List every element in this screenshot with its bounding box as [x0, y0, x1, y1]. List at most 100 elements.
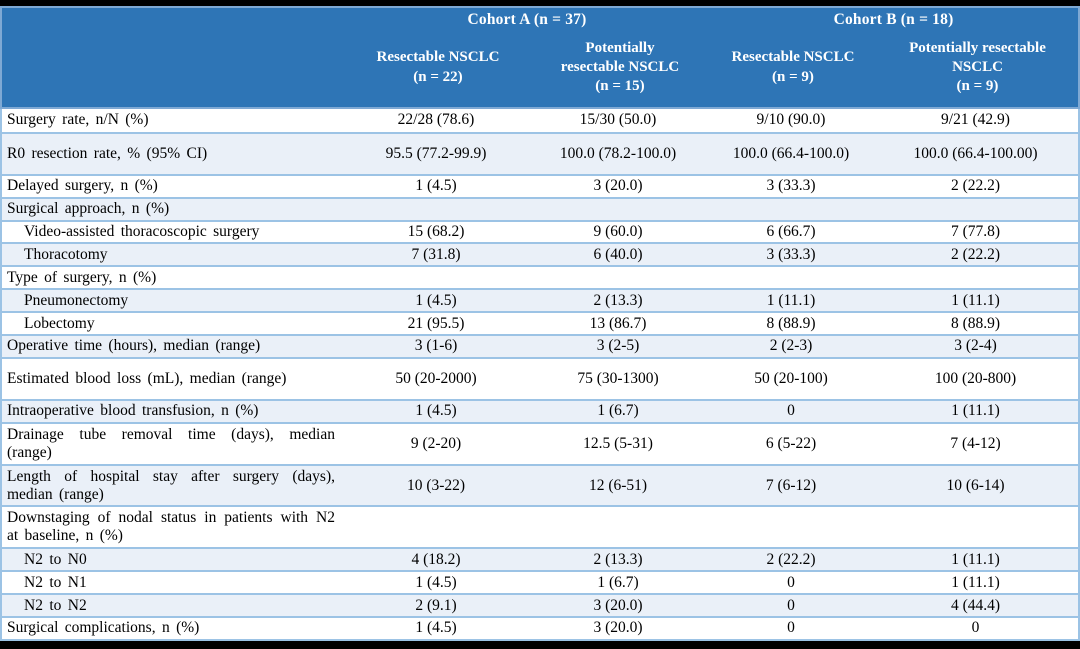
row-label: Length of hospital stay after surgery (d…	[7, 467, 335, 503]
row-value: 9/10 (90.0)	[756, 111, 826, 129]
column-header-resectable-a: Resectable NSCLC (n = 22)	[376, 49, 500, 85]
row-label: Surgical complications, n (%)	[7, 619, 200, 637]
row-value: 12.5 (5-31)	[583, 434, 653, 452]
table-row: Type of surgery, n (%)	[2, 265, 1078, 289]
row-value: 2 (22.2)	[950, 177, 1001, 195]
row-value: 4 (18.2)	[411, 550, 461, 568]
row-value: 1 (4.5)	[415, 619, 457, 637]
row-value: 1 (4.5)	[415, 402, 457, 420]
cohort-group-row: Cohort A (n = 37) Cohort B (n = 18)	[2, 8, 1078, 32]
row-label: Downstaging of nodal status in patients …	[7, 509, 335, 545]
row-value: 8 (88.9)	[950, 314, 1001, 332]
row-value: 0	[787, 596, 795, 614]
row-value: 95.5 (77.2-99.9)	[385, 144, 487, 162]
table-row: Delayed surgery, n (%) 1 (4.5) 3 (20.0) 3 (…	[2, 173, 1078, 197]
table-row: Estimated blood loss (mL), median (range…	[2, 356, 1078, 399]
table-row: N2 to N2 2 (9.1) 3 (20.0) 0 4 (44.4)	[2, 593, 1078, 617]
row-value: 7 (77.8)	[950, 223, 1001, 240]
row-value: 1 (11.1)	[951, 573, 1000, 591]
row-value: 6 (5-22)	[765, 434, 817, 452]
column-header-row: Resectable NSCLC (n = 22) Potentially re…	[2, 32, 1078, 107]
row-value: 3 (20.0)	[593, 619, 643, 637]
row-value: 1 (11.1)	[766, 291, 816, 309]
table-row: Video-assisted thoracoscopic surgery 15 (…	[2, 219, 1078, 243]
row-label: Surgery rate, n/N (%)	[7, 111, 149, 129]
row-value: 12 (6-51)	[588, 476, 648, 494]
row-value: 1 (4.5)	[415, 291, 457, 309]
row-value: 3 (20.0)	[593, 177, 643, 195]
row-value: 0	[787, 619, 795, 637]
row-value: 100.0 (66.4-100.0)	[732, 144, 850, 162]
row-value: 3 (2-4)	[954, 337, 997, 355]
row-label: Pneumonectomy	[24, 291, 129, 309]
row-value: 1 (4.5)	[415, 177, 457, 195]
bottom-frame-bar	[0, 641, 1080, 649]
table-row: Drainage tube removal time (days), media…	[2, 421, 1078, 464]
cohort-b-header: Cohort B (n = 18)	[833, 11, 954, 28]
row-value: 2 (22.2)	[766, 550, 816, 568]
table-row: N2 to N1 1 (4.5) 1 (6.7) 0 1 (11.1)	[2, 570, 1078, 594]
column-header-potentially-resectable-a: Potentially resectable NSCLC (n = 15)	[560, 39, 680, 95]
row-value: 2 (9.1)	[415, 596, 457, 614]
row-label: Type of surgery, n (%)	[7, 268, 157, 286]
row-value: 100.0 (78.2-100.0)	[559, 144, 677, 162]
table-row: Operative time (hours), median (range) 3 …	[2, 334, 1078, 357]
row-value: 50 (20-100)	[754, 369, 828, 387]
row-value: 21 (95.5)	[407, 314, 465, 332]
row-value: 10 (3-22)	[406, 476, 466, 494]
table-row: Intraoperative blood transfusion, n (%) 1…	[2, 398, 1078, 422]
table-row: R0 resection rate, % (95% CI) 95.5 (77.2-…	[2, 131, 1078, 174]
table-row: Thoracotomy 7 (31.8) 6 (40.0) 3 (33.3) 2 (22…	[2, 242, 1078, 266]
row-value: 22/28 (78.6)	[397, 111, 475, 129]
table-row: Downstaging of nodal status in patients …	[2, 505, 1078, 548]
row-value: 9 (2-20)	[410, 434, 462, 452]
row-value: 0	[787, 573, 795, 591]
row-value: 9/21 (42.9)	[941, 111, 1010, 129]
table-row: Surgery rate, n/N (%) 22/28 (78.6) 15/30 (…	[2, 109, 1078, 132]
row-value: 1 (6.7)	[597, 573, 639, 591]
row-value: 9 (60.0)	[593, 223, 643, 240]
row-value: 0	[971, 619, 980, 637]
row-label: Video-assisted thoracoscopic surgery	[24, 223, 260, 240]
row-value: 7 (4-12)	[950, 434, 1001, 452]
column-header-potentially-resectable-b: Potentially resectable NSCLC (n = 9)	[909, 39, 1046, 95]
row-value: 1 (6.7)	[597, 402, 639, 420]
top-frame-bar	[0, 0, 1080, 6]
row-value: 6 (66.7)	[766, 223, 816, 240]
row-value: 1 (11.1)	[951, 402, 1000, 420]
row-value: 100 (20-800)	[934, 369, 1017, 387]
row-value: 15/30 (50.0)	[579, 111, 657, 129]
row-value: 3 (20.0)	[593, 596, 643, 614]
row-label: Estimated blood loss (mL), median (range…	[7, 369, 287, 387]
table-row: Lobectomy 21 (95.5) 13 (86.7) 8 (88.9) 8 (88…	[2, 311, 1078, 335]
table-body: Surgery rate, n/N (%) 22/28 (78.6) 15/30 (…	[0, 109, 1080, 641]
table-row: Surgical approach, n (%)	[2, 196, 1078, 220]
row-value: 1 (11.1)	[951, 550, 1000, 568]
row-value: 13 (86.7)	[589, 314, 647, 332]
row-value: 2 (13.3)	[593, 550, 643, 568]
row-label: Intraoperative blood transfusion, n (%)	[7, 402, 259, 420]
row-label: N2 to N1	[24, 573, 87, 591]
table-row: Length of hospital stay after surgery (d…	[2, 463, 1078, 506]
row-value: 1 (11.1)	[951, 291, 1000, 309]
row-value: 3 (33.3)	[766, 177, 816, 195]
cohort-a-header: Cohort A (n = 37)	[467, 11, 587, 28]
row-label: Surgical approach, n (%)	[7, 200, 170, 218]
row-label: N2 to N0	[24, 550, 87, 568]
row-label: R0 resection rate, % (95% CI)	[7, 144, 208, 162]
row-label: Drainage tube removal time (days), media…	[7, 425, 335, 461]
row-value: 2 (22.2)	[950, 245, 1001, 263]
row-label: Operative time (hours), median (range)	[7, 337, 261, 355]
row-value: 7 (6-12)	[765, 476, 817, 494]
row-value: 2 (2-3)	[769, 337, 813, 355]
row-label: Lobectomy	[24, 314, 95, 332]
row-value: 10 (6-14)	[946, 476, 1005, 494]
row-value: 4 (44.4)	[950, 596, 1001, 614]
row-label: N2 to N2	[24, 596, 87, 614]
row-value: 3 (1-6)	[414, 337, 458, 355]
row-value: 100.0 (66.4-100.00)	[913, 144, 1038, 162]
row-value: 50 (20-2000)	[395, 369, 477, 387]
row-value: 2 (13.3)	[593, 291, 643, 309]
row-value: 1 (4.5)	[415, 573, 457, 591]
